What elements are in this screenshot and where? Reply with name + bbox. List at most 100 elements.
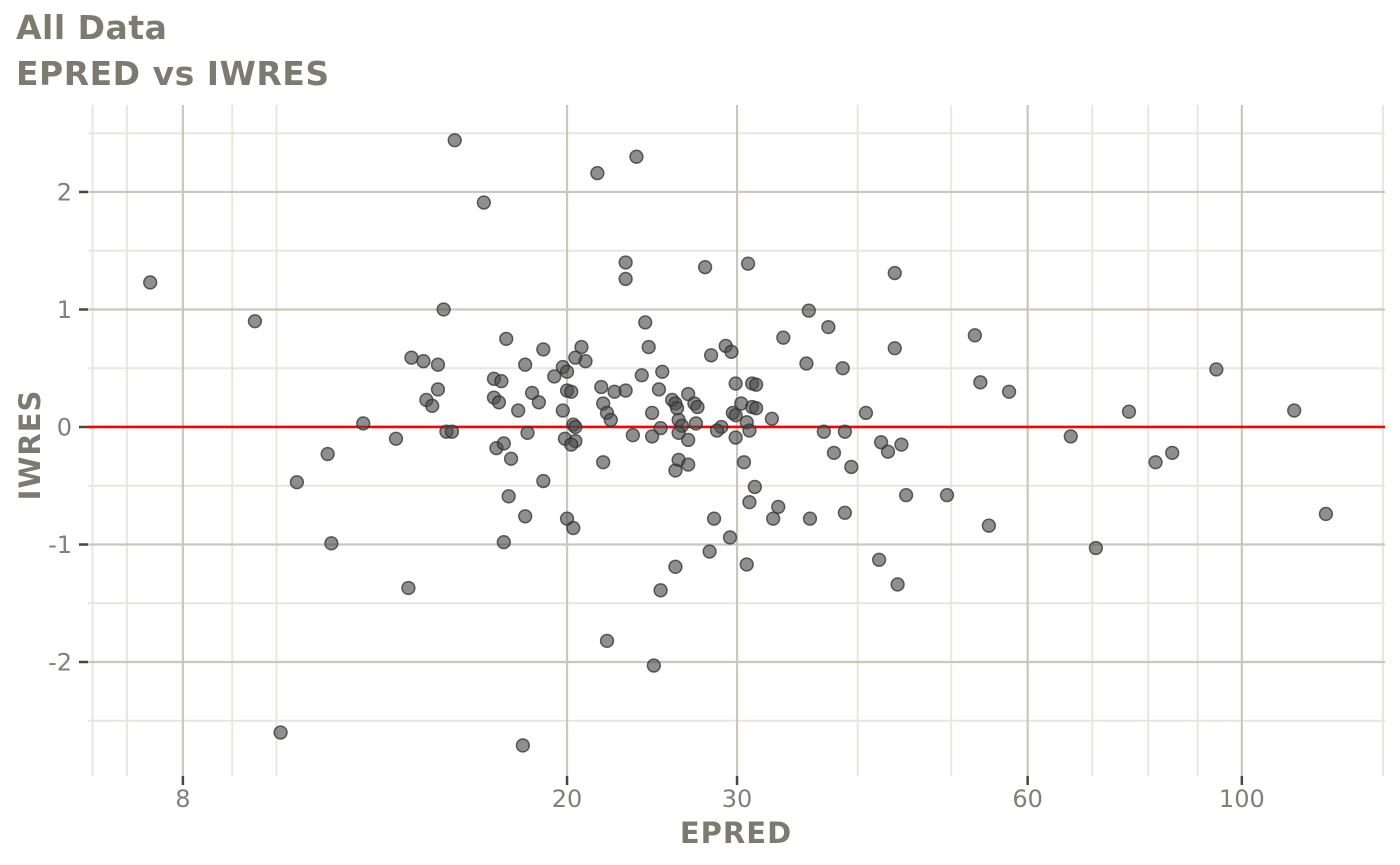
- data-point: [890, 577, 905, 592]
- data-point: [496, 534, 511, 550]
- data-point: [531, 395, 547, 410]
- y-axis-tick-label: -2: [48, 649, 72, 677]
- data-point: [651, 382, 667, 397]
- y-axis-tick-label: 1: [57, 296, 72, 324]
- data-point: [706, 511, 722, 526]
- data-point: [1063, 429, 1078, 444]
- data-point: [625, 428, 641, 443]
- data-point: [837, 505, 853, 520]
- data-point: [515, 738, 531, 753]
- data-point: [653, 583, 668, 598]
- data-point: [898, 487, 914, 503]
- x-axis-tick-label: 8: [175, 785, 190, 813]
- data-point: [594, 379, 609, 395]
- data-point: [653, 421, 668, 436]
- data-point: [967, 328, 983, 343]
- data-point: [740, 256, 756, 271]
- data-point: [503, 451, 519, 466]
- x-axis-tick-label: 60: [1012, 785, 1043, 813]
- data-point: [401, 580, 416, 596]
- data-point: [143, 275, 158, 290]
- data-point: [496, 436, 511, 451]
- data-point: [858, 405, 874, 421]
- data-point: [618, 271, 633, 287]
- data-point: [873, 435, 889, 450]
- data-point: [511, 403, 526, 418]
- data-point: [801, 303, 816, 318]
- data-point: [634, 368, 649, 383]
- data-point: [416, 354, 431, 369]
- data-point: [320, 446, 335, 462]
- data-point: [894, 437, 909, 452]
- data-point: [524, 385, 540, 401]
- data-point: [324, 536, 339, 551]
- x-axis-tick-label: 30: [722, 785, 753, 813]
- data-point: [247, 314, 263, 329]
- data-point: [939, 487, 955, 503]
- data-point: [749, 377, 764, 392]
- data-point: [722, 530, 738, 545]
- data-point: [603, 412, 618, 428]
- data-point: [837, 424, 853, 439]
- data-point: [766, 511, 781, 526]
- data-point: [728, 376, 743, 391]
- data-point: [501, 489, 516, 504]
- data-point: [356, 416, 371, 431]
- data-point: [499, 331, 514, 347]
- data-point: [520, 425, 535, 441]
- data-point: [1121, 404, 1137, 419]
- data-point: [425, 398, 440, 413]
- x-axis-tick-label: 100: [1219, 785, 1265, 813]
- data-point: [835, 361, 850, 376]
- data-point: [476, 195, 491, 210]
- data-point: [444, 424, 460, 439]
- data-point: [736, 455, 752, 470]
- data-point: [709, 423, 725, 438]
- data-point: [816, 424, 831, 439]
- data-point: [568, 419, 583, 435]
- data-point: [641, 339, 656, 355]
- data-point: [618, 383, 633, 398]
- y-axis-tick-label: 2: [57, 178, 72, 206]
- data-point: [494, 374, 509, 389]
- data-point: [629, 149, 644, 164]
- data-point: [688, 416, 704, 431]
- data-point: [749, 401, 764, 416]
- data-point: [844, 459, 859, 475]
- data-point: [871, 552, 887, 567]
- data-point: [776, 330, 791, 345]
- data-point: [764, 411, 780, 426]
- data-point: [618, 255, 633, 270]
- data-point: [547, 369, 562, 384]
- data-point: [887, 341, 902, 356]
- data-point: [1088, 540, 1104, 556]
- data-point: [273, 725, 288, 740]
- data-point: [703, 348, 719, 363]
- data-point: [430, 382, 446, 397]
- data-point: [1001, 384, 1017, 399]
- data-point: [578, 354, 593, 369]
- y-axis-title: IWRES: [13, 389, 47, 501]
- data-point: [681, 432, 696, 448]
- x-axis-tick-label: 20: [552, 785, 583, 813]
- data-point: [826, 445, 842, 460]
- data-point: [880, 444, 896, 459]
- data-point: [668, 559, 683, 574]
- data-point: [702, 544, 717, 559]
- data-point: [690, 399, 705, 415]
- data-point: [669, 401, 685, 416]
- data-point: [887, 265, 902, 281]
- data-point: [574, 339, 589, 355]
- data-point: [697, 260, 713, 275]
- data-point: [821, 319, 836, 335]
- data-point: [596, 455, 611, 470]
- data-point: [742, 495, 757, 510]
- plot-title: All Data: [16, 8, 168, 47]
- data-point: [1148, 455, 1163, 470]
- data-point: [590, 166, 605, 181]
- data-point: [799, 356, 814, 371]
- data-point: [564, 384, 579, 399]
- data-point: [1287, 403, 1302, 418]
